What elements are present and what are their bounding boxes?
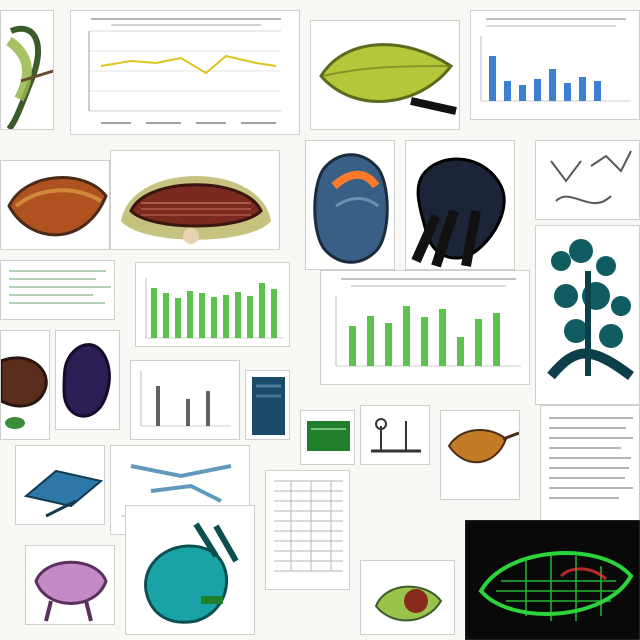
green-leaf-specimen — [310, 20, 460, 130]
gray-bar-chart — [130, 360, 240, 440]
blue-wing-specimen — [15, 445, 105, 525]
blue-bar-chart — [470, 10, 640, 120]
purple-seed-specimen — [55, 330, 120, 430]
pink-specimen — [25, 545, 115, 625]
orange-bird-specimen — [440, 410, 520, 500]
dark-anatomy-specimen — [405, 140, 515, 270]
green-gel-panel — [300, 410, 355, 465]
yellow-line-chart — [70, 10, 300, 135]
text-panel — [0, 260, 115, 320]
document-panel — [540, 405, 640, 525]
table-panels — [265, 470, 350, 590]
lab-apparatus-panel — [360, 405, 430, 465]
green-bar-chart-right — [320, 270, 530, 385]
teal-tree-specimen — [535, 225, 640, 405]
text-lines — [1, 261, 114, 319]
beetle-drawing — [0, 10, 54, 130]
green-red-seed-specimen — [360, 560, 455, 635]
green-mesh-dark-specimen — [465, 520, 640, 640]
blue-tissue-specimen — [245, 370, 290, 440]
brown-specimen — [0, 330, 50, 440]
teal-creature-specimen — [125, 505, 255, 635]
blue-brain-specimen — [305, 140, 395, 270]
orange-organ-specimen — [110, 150, 280, 250]
sketch-tile — [535, 140, 640, 220]
green-bar-chart-left — [135, 262, 290, 347]
rust-fin-specimen — [0, 160, 110, 250]
